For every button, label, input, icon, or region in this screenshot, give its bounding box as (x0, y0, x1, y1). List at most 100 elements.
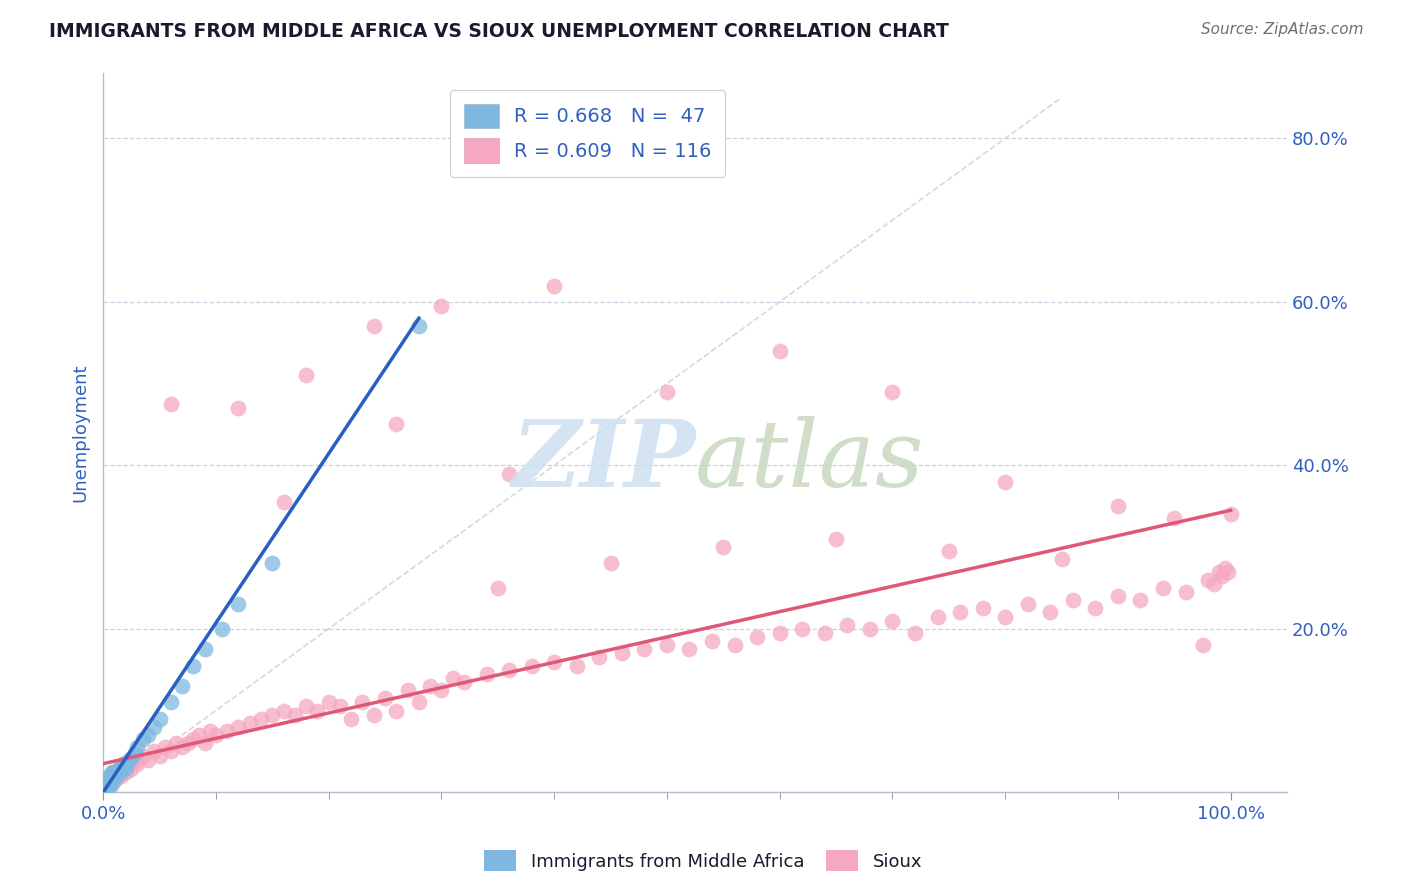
Point (93, 779, 115, 793)
Point (565, 658, 588, 673)
Point (165, 736, 187, 750)
Point (94, 777, 117, 791)
Point (93, 777, 115, 791)
Point (117, 756, 139, 771)
Point (1211, 568, 1233, 582)
Point (97, 777, 120, 791)
Point (837, 617, 859, 632)
Point (1050, 552, 1073, 566)
Point (194, 736, 217, 750)
Text: atlas: atlas (695, 417, 925, 507)
Point (1017, 597, 1039, 611)
Point (938, 544, 960, 558)
Point (96, 779, 118, 793)
Point (408, 695, 430, 709)
Point (972, 601, 994, 615)
Point (1152, 581, 1174, 595)
Point (295, 699, 318, 714)
Point (93, 781, 115, 796)
Point (262, 707, 284, 722)
Point (120, 751, 142, 765)
Point (700, 634, 723, 648)
Point (769, 343, 792, 358)
Point (103, 772, 125, 787)
Point (453, 675, 475, 690)
Point (723, 638, 745, 652)
Point (105, 767, 128, 781)
Point (159, 695, 181, 709)
Point (599, 557, 621, 571)
Legend: R = 0.668   N =  47, R = 0.609   N = 116: R = 0.668 N = 47, R = 0.609 N = 116 (450, 90, 725, 177)
Point (543, 655, 565, 669)
Point (97, 777, 120, 791)
Point (142, 744, 165, 758)
Point (498, 663, 520, 677)
Point (882, 614, 904, 628)
Point (108, 764, 131, 779)
Point (678, 642, 700, 657)
Point (814, 626, 837, 640)
Point (211, 622, 233, 636)
Point (949, 606, 972, 620)
Point (543, 278, 565, 293)
Point (148, 712, 170, 726)
Point (307, 704, 329, 718)
Point (103, 775, 125, 789)
Point (408, 319, 430, 334)
Point (94, 781, 117, 796)
Point (108, 763, 131, 777)
Point (125, 756, 148, 771)
Point (142, 720, 165, 734)
Point (1219, 508, 1241, 522)
Point (520, 658, 543, 673)
Text: Source: ZipAtlas.com: Source: ZipAtlas.com (1201, 22, 1364, 37)
Point (825, 532, 848, 546)
Point (1202, 577, 1225, 591)
Point (104, 769, 127, 783)
Point (159, 397, 181, 411)
Point (1107, 499, 1129, 513)
Point (1191, 638, 1213, 652)
Point (711, 540, 734, 554)
Point (329, 699, 352, 714)
Point (103, 769, 125, 783)
Point (363, 319, 385, 334)
Point (98, 777, 121, 791)
Point (125, 740, 148, 755)
Point (792, 622, 814, 636)
Point (97, 779, 120, 793)
Point (136, 728, 159, 742)
Point (98, 771, 121, 785)
Point (441, 671, 464, 685)
Point (101, 772, 124, 787)
Point (352, 695, 374, 709)
Point (994, 609, 1017, 624)
Point (94, 772, 117, 787)
Point (295, 368, 318, 383)
Point (124, 753, 146, 767)
Point (97, 772, 120, 787)
Point (112, 761, 135, 775)
Point (610, 646, 633, 660)
Point (176, 736, 198, 750)
Point (188, 728, 211, 742)
Point (430, 299, 453, 313)
Text: IMMIGRANTS FROM MIDDLE AFRICA VS SIOUX UNEMPLOYMENT CORRELATION CHART: IMMIGRANTS FROM MIDDLE AFRICA VS SIOUX U… (49, 22, 949, 41)
Point (124, 746, 146, 760)
Point (103, 764, 125, 779)
Text: ZIP: ZIP (510, 417, 695, 507)
Point (1218, 565, 1240, 579)
Point (1197, 573, 1219, 587)
Point (170, 740, 193, 755)
Point (205, 728, 228, 742)
Point (239, 715, 262, 730)
Point (93, 779, 115, 793)
Point (96, 779, 118, 793)
Point (1129, 593, 1152, 607)
Point (183, 732, 205, 747)
Point (250, 712, 273, 726)
Point (101, 764, 124, 779)
Point (430, 683, 453, 698)
Point (217, 723, 239, 738)
Point (1084, 601, 1107, 615)
